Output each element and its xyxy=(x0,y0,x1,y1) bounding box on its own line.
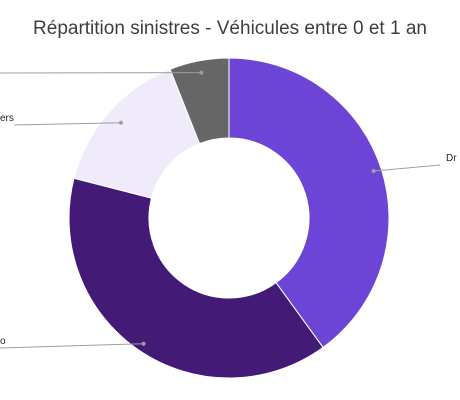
slice-label-2: ers xyxy=(0,113,14,124)
leader-dot-3 xyxy=(199,70,204,75)
donut-slice-1[interactable] xyxy=(68,177,324,379)
leader-line-2 xyxy=(13,122,121,126)
donut-slice-3[interactable] xyxy=(169,57,230,145)
donut-slice-0[interactable] xyxy=(228,57,390,349)
leader-line-1 xyxy=(0,343,144,349)
slice-label-1: o xyxy=(0,336,6,347)
leader-dot-0 xyxy=(371,169,376,174)
slice-label-0: Dr xyxy=(446,153,457,164)
leader-line-0 xyxy=(373,164,441,172)
chart-title: Répartition sinistres - Véhicules entre … xyxy=(33,18,427,39)
leader-dot-1 xyxy=(141,341,146,346)
leader-dot-2 xyxy=(118,120,123,125)
